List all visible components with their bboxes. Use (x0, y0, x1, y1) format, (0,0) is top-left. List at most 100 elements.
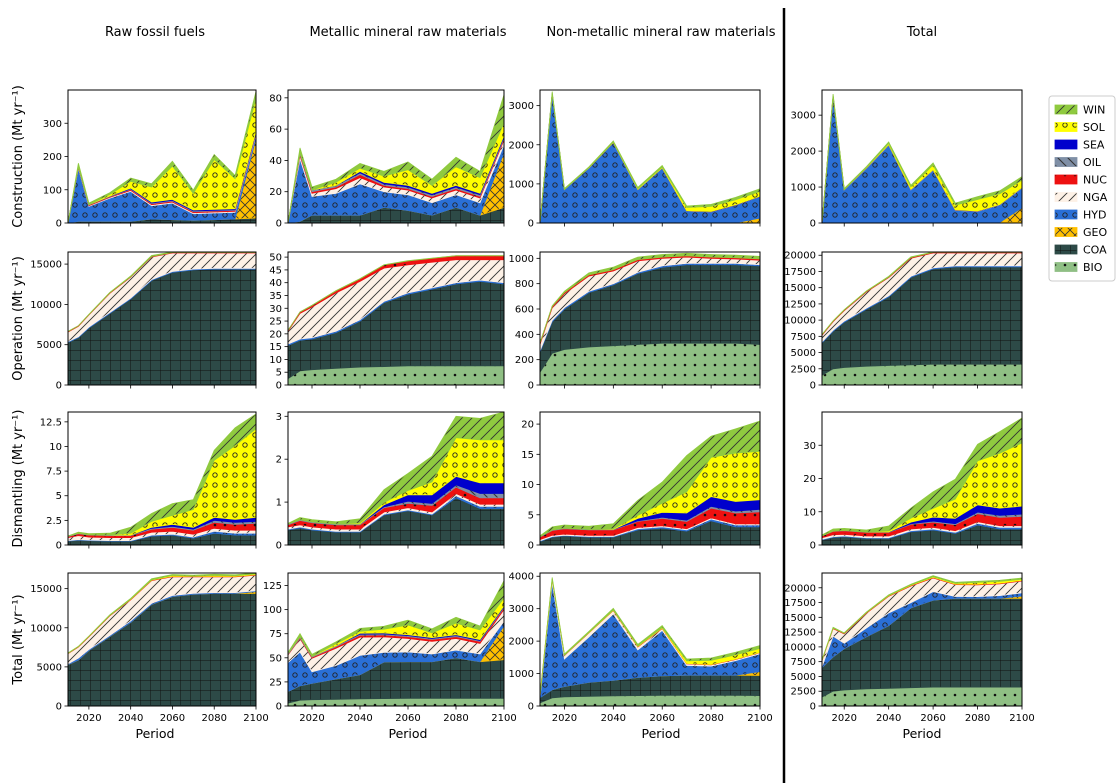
y-tick-label: 2500 (791, 687, 816, 698)
legend-item-bio: BIO (1054, 261, 1103, 274)
y-tick-label: 2000 (791, 147, 816, 158)
y-tick-label: 5000 (791, 348, 816, 359)
y-tick-label: 15 (269, 342, 282, 353)
y-tick-label: 2 (276, 455, 282, 466)
column-titles: Raw fossil fuels Metallic mineral raw ma… (105, 25, 937, 40)
x-tick-label: 2040 (876, 713, 901, 724)
axes-frame (287, 572, 505, 707)
y-tick-label: 17500 (784, 267, 816, 278)
y-tick-label: 5 (56, 491, 62, 502)
axes-frame (67, 251, 257, 386)
y-tick-label: 0 (276, 219, 282, 230)
y-tick-label: 0 (56, 381, 62, 392)
area-win (288, 412, 504, 525)
y-tick-label: 0 (56, 219, 62, 230)
y-tick-label: 1000 (791, 183, 816, 194)
y-tick-label: 0 (276, 381, 282, 392)
area-win (822, 417, 1022, 537)
panel-r0-c0: 0 100 200 300 (43, 89, 257, 230)
row-label: Dismantling (Mt yr⁻¹) (11, 410, 26, 548)
y-tick-label: 0 (276, 702, 282, 713)
y-tick-label: 800 (515, 279, 534, 290)
y-tick-label: 400 (515, 330, 534, 341)
area-win (68, 573, 256, 654)
y-tick-label: 35 (269, 291, 282, 302)
legend-swatch (1054, 192, 1078, 202)
y-tick-label: 12.5 (40, 417, 62, 428)
y-tick-label: 1000 (509, 179, 534, 190)
panel-r1-c0: 0 5000 10000 15000 (30, 251, 257, 392)
legend-swatch (1054, 157, 1078, 167)
y-tick-label: 10000 (30, 623, 62, 634)
y-tick-label: 3000 (509, 101, 534, 112)
area-coa (68, 593, 256, 706)
y-tick-label: 3000 (509, 604, 534, 615)
y-tick-label: 30 (269, 304, 282, 315)
x-tick-label: 2020 (76, 713, 101, 724)
y-tick-label: 50 (269, 253, 282, 264)
x-tick-label: 2040 (347, 713, 372, 724)
axes-frame (287, 89, 505, 224)
y-tick-label: 30 (803, 441, 816, 452)
row-labels: Construction (Mt yr⁻¹) Operation (Mt yr⁻¹… (11, 85, 26, 685)
legend-label: SEA (1083, 139, 1105, 152)
y-tick-label: 45 (269, 265, 282, 276)
panel-r3-c0: 0 5000 10000 15000 2020 2040 2060 2080 2100 (30, 572, 269, 724)
column-title: Total (906, 25, 937, 40)
x-tick-label: 2080 (443, 713, 468, 724)
axes-frame (67, 411, 257, 546)
x-tick-label: 2060 (160, 713, 185, 724)
y-tick-label: 7.5 (46, 467, 62, 478)
x-axis-label: Period (136, 726, 175, 741)
y-tick-label: 0 (528, 219, 534, 230)
x-tick-label: 2060 (649, 713, 674, 724)
y-tick-label: 0 (810, 219, 816, 230)
legend-item-sol: SOL (1054, 121, 1106, 134)
y-tick-label: 1000 (509, 254, 534, 265)
y-tick-label: 20 (521, 420, 534, 431)
legend-item-nga: NGA (1054, 191, 1108, 204)
y-tick-label: 2000 (509, 140, 534, 151)
y-tick-label: 10000 (784, 316, 816, 327)
x-tick-label: 2040 (601, 713, 626, 724)
y-tick-label: 15000 (30, 260, 62, 271)
area-win (288, 580, 504, 657)
y-tick-label: 10 (521, 480, 534, 491)
legend-item-hyd: HYD (1054, 209, 1106, 222)
area-coa (822, 266, 1022, 376)
x-axis-labels: Period Period Period Period (136, 726, 942, 741)
legend-label: BIO (1083, 261, 1103, 274)
y-tick-label: 15 (521, 450, 534, 461)
row-label: Total (Mt yr⁻¹) (11, 594, 26, 685)
panel-r1-c3: 0 2500 5000 7500 10000 12500 15000 17500 20000 (784, 251, 1023, 392)
y-tick-label: 40 (269, 156, 282, 167)
legend-label: GEO (1083, 226, 1107, 239)
x-tick-label: 2100 (243, 713, 268, 724)
y-tick-label: 0 (56, 702, 62, 713)
row-label: Operation (Mt yr⁻¹) (11, 256, 26, 381)
area-win (68, 91, 256, 223)
y-tick-label: 5000 (37, 662, 62, 673)
area-win (540, 91, 760, 223)
legend-swatch (1054, 122, 1078, 132)
x-tick-label: 2080 (201, 713, 226, 724)
y-tick-label: 600 (515, 305, 534, 316)
legend-item-oil: OIL (1054, 156, 1102, 169)
y-tick-label: 15000 (784, 613, 816, 624)
legend-label: COA (1083, 244, 1107, 257)
legend-swatch (1054, 104, 1078, 115)
column-title: Metallic mineral raw materials (309, 25, 506, 40)
x-tick-label: 2020 (831, 713, 856, 724)
y-tick-label: 10 (49, 442, 62, 453)
x-tick-label: 2100 (747, 713, 772, 724)
y-tick-label: 20 (269, 329, 282, 340)
y-tick-label: 10000 (30, 300, 62, 311)
y-tick-label: 2500 (791, 364, 816, 375)
panel-r2-c3: 0 10 20 30 (803, 411, 1023, 552)
y-tick-label: 300 (43, 119, 62, 130)
y-tick-label: 50 (269, 653, 282, 664)
y-tick-label: 0 (276, 541, 282, 552)
y-tick-label: 17500 (784, 598, 816, 609)
